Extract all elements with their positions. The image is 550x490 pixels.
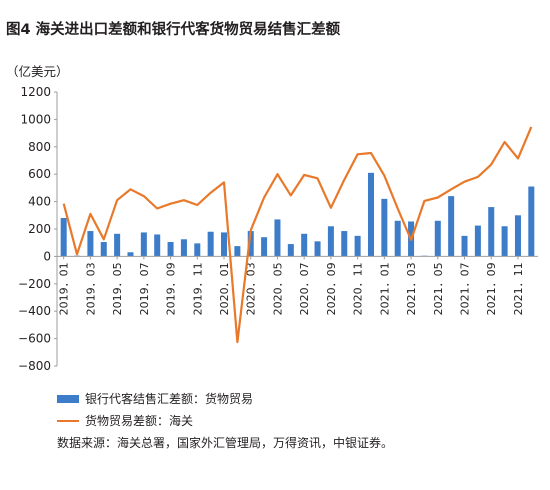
- bar: [287, 244, 294, 257]
- bar: [354, 235, 361, 257]
- line-series: [62, 126, 533, 344]
- x-tick-label: 2019．11: [191, 262, 204, 315]
- bar: [234, 246, 241, 257]
- y-tick-label: 1000: [20, 112, 51, 126]
- bar: [394, 220, 401, 257]
- x-tick-label: 2019．07: [138, 262, 151, 315]
- figure-title: 图4 海关进出口差额和银行代客货物贸易结售汇差额: [6, 22, 341, 38]
- bar: [274, 219, 281, 257]
- bar: [127, 252, 134, 257]
- bar-legend-swatch: [57, 394, 79, 403]
- x-tick-label: 2020．07: [298, 262, 311, 315]
- bar: [247, 231, 254, 257]
- source-note: 数据来源：海关总署，国家外汇管理局，万得资讯，中银证券。: [57, 436, 394, 450]
- bar: [167, 242, 174, 257]
- y-tick-label: 0: [43, 249, 51, 263]
- bar: [381, 198, 388, 257]
- x-tick-label: 2020．11: [352, 262, 365, 315]
- line-legend-label: 货物贸易差额：海关: [85, 414, 194, 428]
- bar: [514, 215, 521, 257]
- bar: [60, 218, 67, 257]
- bar: [87, 231, 94, 257]
- x-tick-label: 2021．03: [405, 262, 418, 315]
- x-axis-ticks: 2019．01 2019．03 2019．05 2019．07 2019．09 2019．…: [58, 256, 525, 315]
- bar: [314, 241, 321, 257]
- x-tick-label: 2021．07: [459, 262, 472, 315]
- x-tick-label: 2021．05: [432, 262, 445, 315]
- x-tick-label: 2021．01: [378, 262, 391, 315]
- y-axis-ticks: −800 −600 −400 −200 0 200 400 600 800 1000 1200: [18, 85, 57, 373]
- x-tick-label: 2019．01: [58, 262, 71, 315]
- bar: [301, 233, 308, 257]
- bar: [501, 226, 508, 257]
- bar: [100, 242, 107, 257]
- bar: [488, 207, 495, 257]
- y-tick-label: 1200: [20, 85, 51, 99]
- bar: [194, 243, 201, 257]
- x-tick-label: 2020．05: [271, 262, 284, 315]
- y-tick-label: 200: [28, 222, 51, 236]
- bar: [474, 225, 481, 257]
- x-tick-label: 2019．03: [84, 262, 97, 315]
- x-tick-label: 2020．03: [245, 262, 258, 315]
- legend-line-entry: 货物贸易差额：海关: [57, 412, 193, 429]
- bar: [154, 234, 161, 257]
- bar: [341, 231, 348, 257]
- bar: [327, 226, 334, 257]
- y-axis-unit: （亿美元）: [6, 64, 69, 79]
- bar: [114, 233, 121, 257]
- bar: [221, 232, 228, 257]
- line-legend-swatch: [57, 419, 79, 422]
- bar: [180, 239, 187, 257]
- bar: [140, 232, 147, 257]
- y-tick-label: −200: [18, 277, 51, 291]
- bar: [448, 196, 455, 257]
- y-tick-label: 800: [28, 140, 51, 154]
- bar: [261, 237, 268, 257]
- x-tick-label: 2020．09: [325, 262, 338, 315]
- x-tick-label: 2019．09: [165, 262, 178, 315]
- bar: [461, 235, 468, 257]
- y-tick-label: 600: [28, 167, 51, 181]
- x-tick-label: 2020．01: [218, 262, 231, 315]
- y-tick-label: −800: [18, 359, 51, 373]
- y-tick-label: 400: [28, 195, 51, 209]
- x-tick-label: 2021．11: [512, 262, 525, 315]
- y-tick-label: −600: [18, 332, 51, 346]
- chart: −800 −600 −400 −200 0 200 400 600 800 1000 1200 20…: [18, 85, 538, 373]
- bar: [434, 220, 441, 257]
- y-tick-label: −400: [18, 304, 51, 318]
- x-tick-label: 2021．09: [485, 262, 498, 315]
- bar: [367, 172, 374, 257]
- bar: [207, 231, 214, 257]
- bar: [528, 186, 535, 257]
- bar-legend-label: 银行代客结售汇差额：货物贸易: [85, 392, 254, 406]
- legend-bar-entry: 银行代客结售汇差额：货物贸易: [57, 390, 253, 407]
- x-tick-label: 2019．05: [111, 262, 124, 315]
